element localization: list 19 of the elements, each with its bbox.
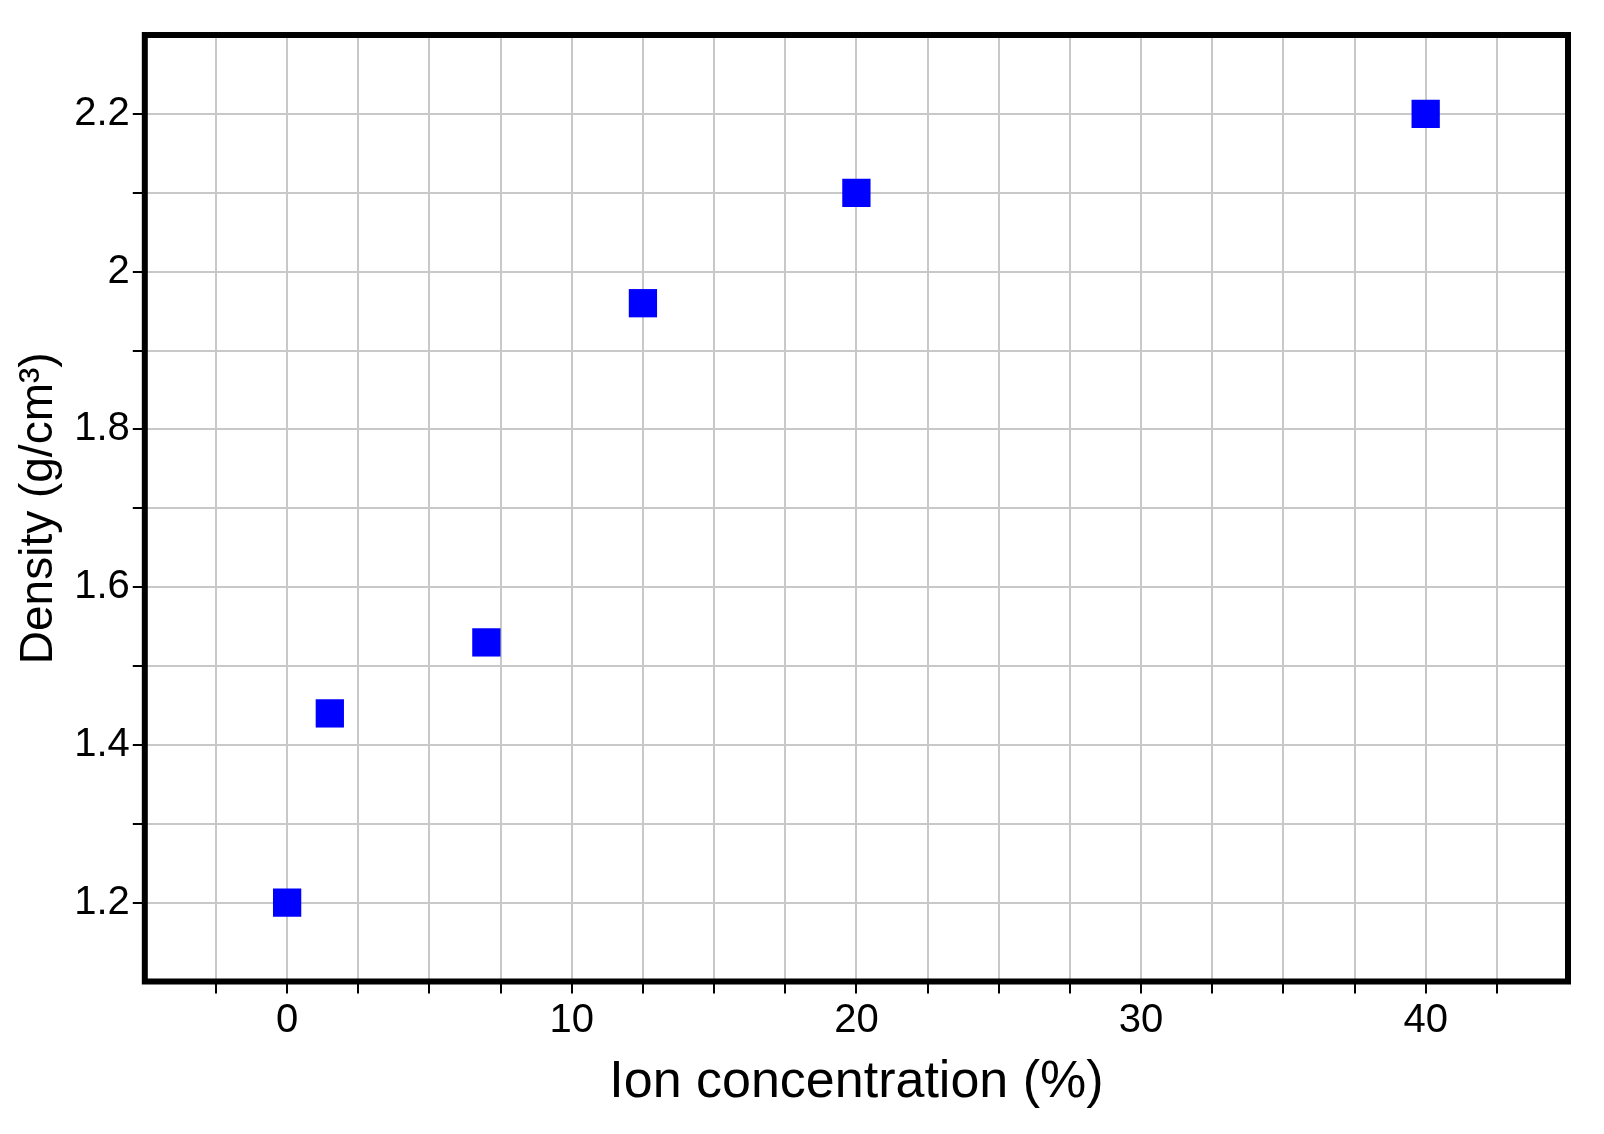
x-tick-label: 10 xyxy=(549,995,595,1040)
point xyxy=(1411,99,1440,129)
y-tick-label: 2 xyxy=(107,246,130,291)
point xyxy=(315,699,344,728)
x-tick-label: 30 xyxy=(1118,995,1164,1040)
point xyxy=(472,628,501,657)
point xyxy=(628,289,658,318)
x-tick-label: 0 xyxy=(276,995,299,1040)
y-tick-label: 1.6 xyxy=(74,562,130,607)
y-tick-label: 1.8 xyxy=(74,404,130,449)
y-axis-title: Density (g/cm³) xyxy=(10,352,63,665)
point xyxy=(842,178,871,207)
y-tick-label: 1.2 xyxy=(74,877,130,922)
y-tick-label: 1.4 xyxy=(74,719,130,764)
point xyxy=(272,888,302,917)
y-tick-label: 2.2 xyxy=(74,88,130,133)
x-tick-label: 40 xyxy=(1403,995,1448,1040)
x-axis-title: Ion concentration (%) xyxy=(609,1050,1104,1109)
x-tick-label: 20 xyxy=(834,995,879,1040)
